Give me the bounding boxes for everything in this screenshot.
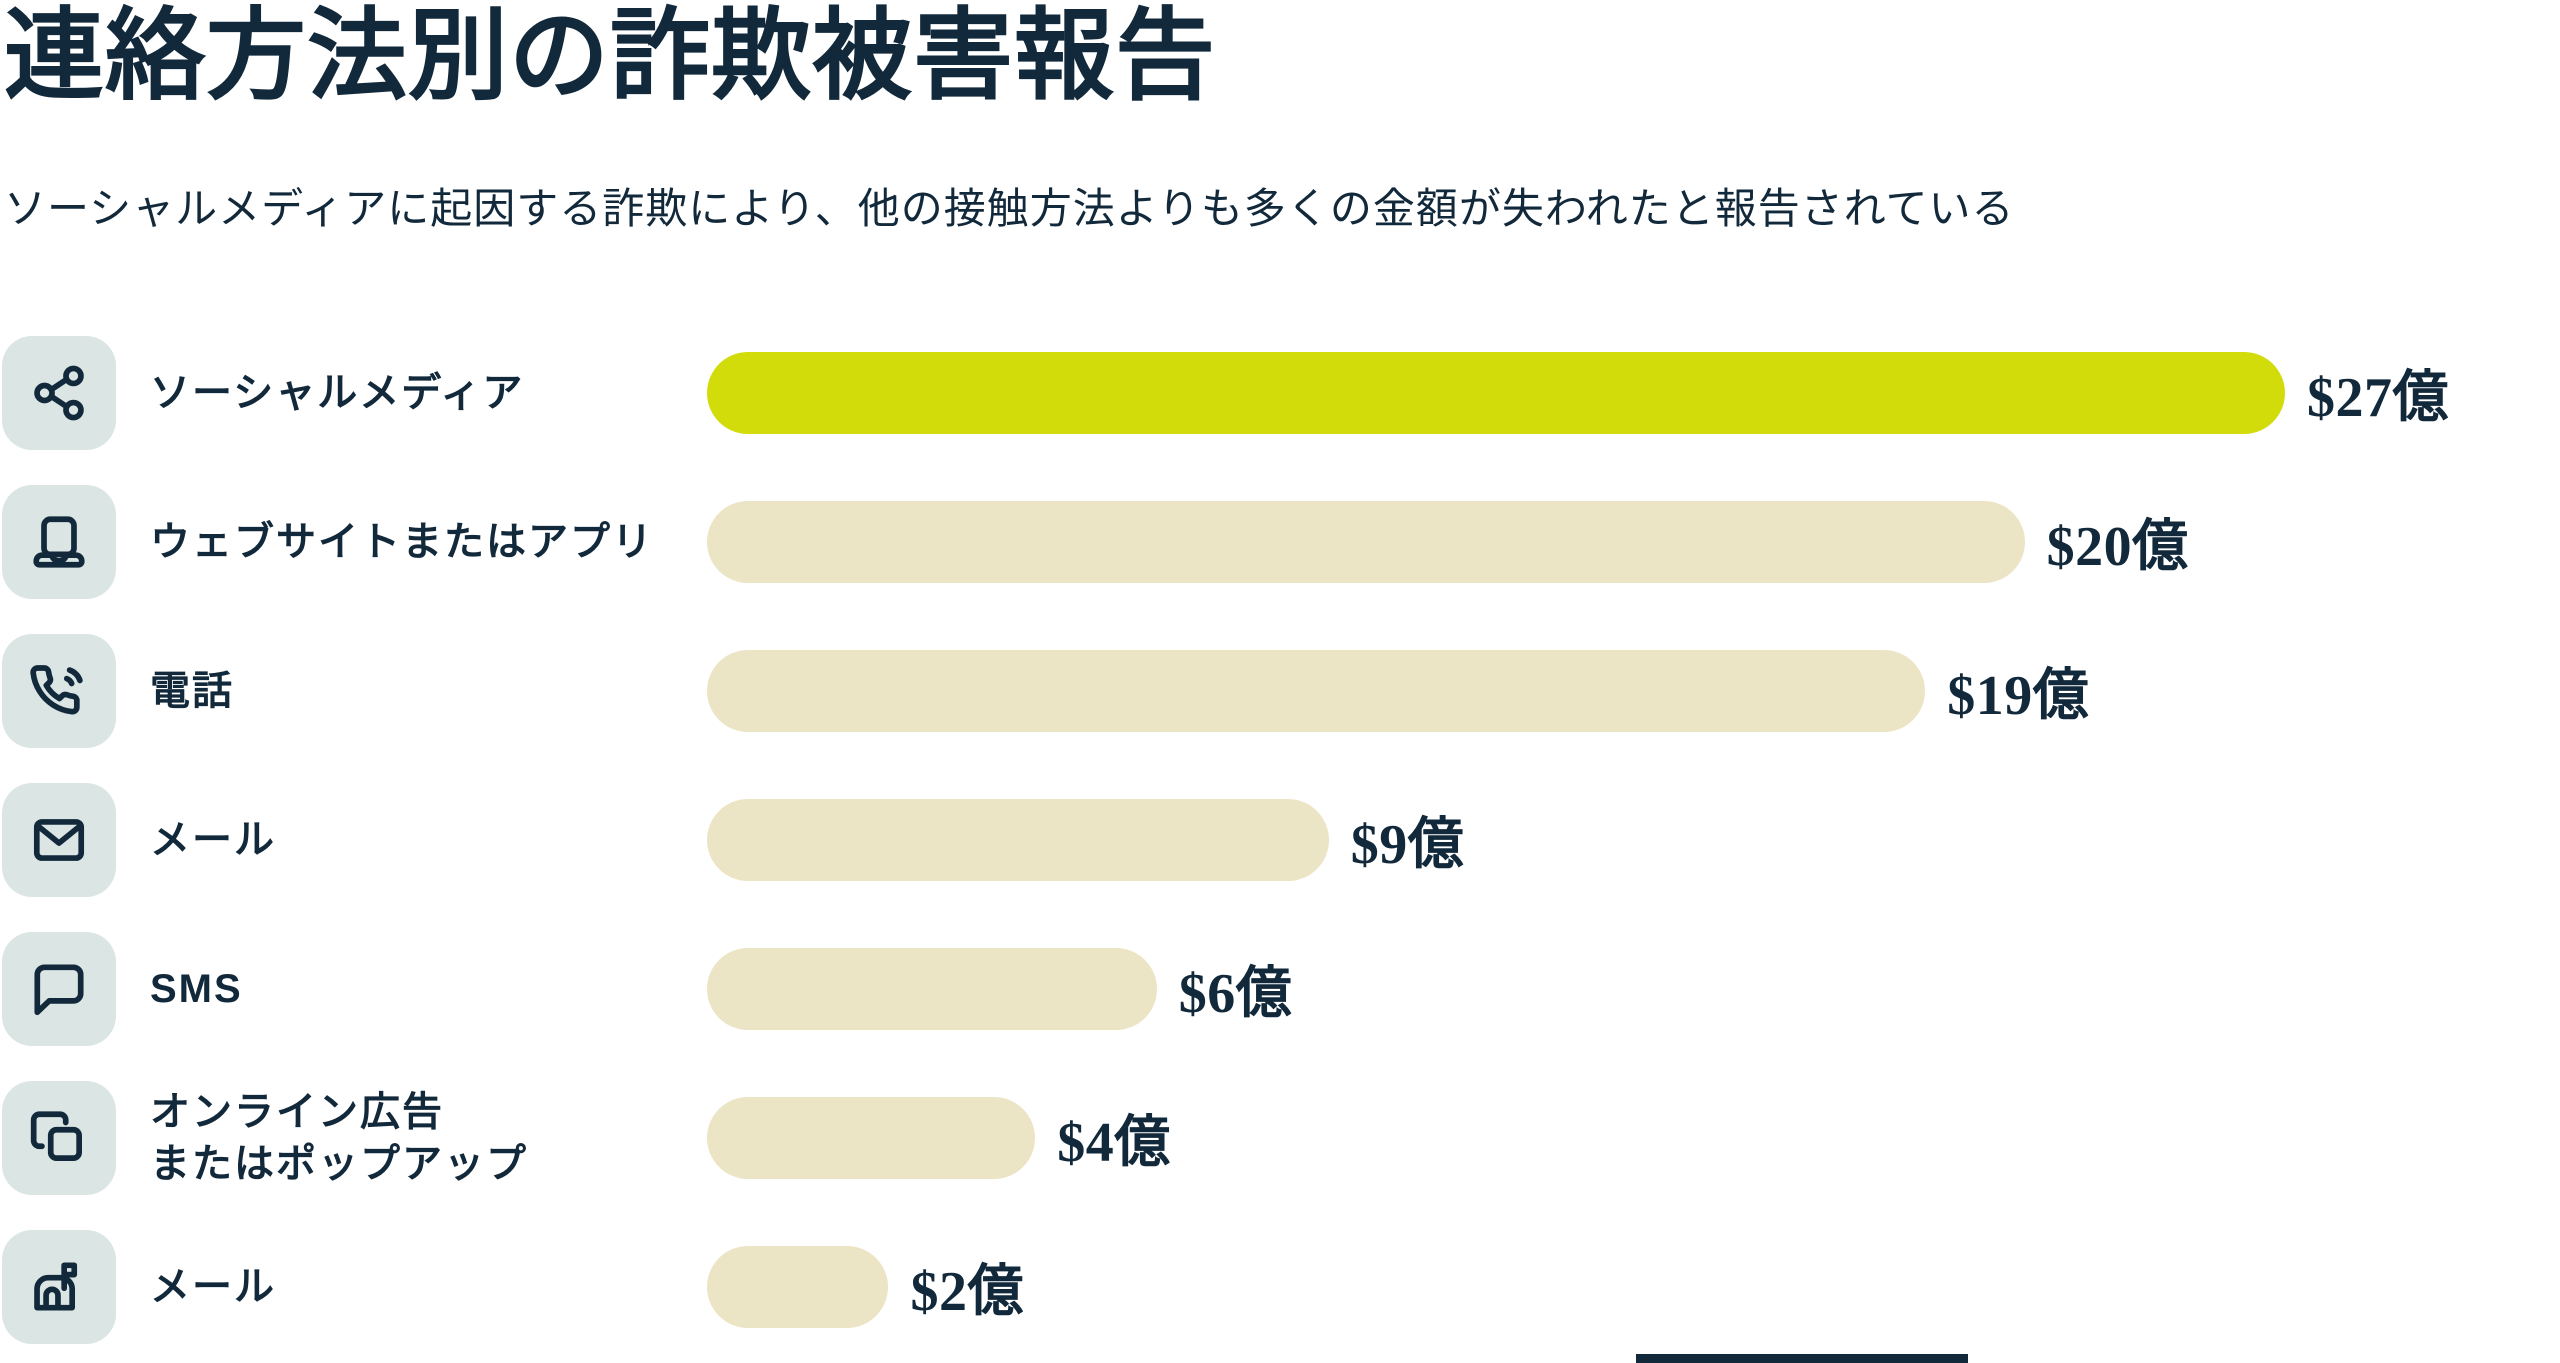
category-label: 電話 — [150, 668, 234, 713]
icon-tile — [2, 1080, 116, 1195]
bar — [707, 351, 2285, 434]
category-label: オンライン広告 またはポップアップ — [150, 1089, 528, 1186]
laptop-icon — [33, 516, 85, 568]
row-website-or-app: ウェブサイトまたはアプリ $20億 — [0, 467, 2560, 616]
icon-tile — [2, 633, 116, 748]
row-email: メール $9億 — [0, 765, 2560, 914]
icon-tile — [2, 1229, 116, 1344]
bar — [707, 798, 1329, 881]
chat-bubble-icon — [34, 964, 84, 1015]
bar — [707, 649, 1926, 732]
row-phone-call: 電話 $19億 — [0, 616, 2560, 765]
category-label: SMS — [150, 966, 243, 1011]
bar-chart: ソーシャルメディア $27億 ウェブサイトまたはアプリ $20億 — [0, 318, 2560, 1361]
icon-tile — [2, 484, 116, 599]
share-nodes-icon — [34, 365, 84, 421]
bar-value-label: $20億 — [2046, 516, 2189, 579]
bar-value-label: $19億 — [1947, 665, 2090, 728]
row-sms: SMS $6億 — [0, 914, 2560, 1063]
bar-value-label: $9億 — [1350, 814, 1465, 877]
row-postal-mail: メール $2億 — [0, 1212, 2560, 1361]
mailbox-icon — [34, 1262, 78, 1311]
page-subtitle: ソーシャルメディアに起因する詐欺により、他の接触方法よりも多くの金額が失われたと… — [4, 185, 2015, 232]
category-label: ウェブサイトまたはアプリ — [150, 519, 654, 564]
category-label: メール — [150, 1264, 276, 1309]
icon-tile — [2, 335, 116, 450]
bar — [707, 1245, 889, 1328]
icon-tile — [2, 931, 116, 1046]
category-label: ソーシャルメディア — [150, 370, 525, 415]
row-online-ads-popups: オンライン広告 またはポップアップ $4億 — [0, 1063, 2560, 1212]
bar-value-label: $4億 — [1057, 1112, 1171, 1175]
bar-value-label: $2億 — [910, 1261, 1024, 1324]
bar — [707, 947, 1157, 1030]
bar — [707, 500, 2025, 583]
envelope-icon — [33, 818, 85, 861]
popup-windows-icon — [30, 1111, 82, 1161]
row-social-media: ソーシャルメディア $27億 — [0, 318, 2560, 467]
icon-tile — [2, 782, 116, 897]
bar-value-label: $27億 — [2307, 367, 2449, 430]
category-label: メール — [150, 817, 276, 862]
bottom-partial-element — [1636, 1354, 1968, 1363]
phone-call-icon — [30, 665, 83, 715]
page-title: 連絡方法別の詐欺被害報告 — [4, 0, 1216, 112]
bar — [707, 1096, 1036, 1179]
bar-value-label: $6億 — [1178, 963, 1293, 1026]
